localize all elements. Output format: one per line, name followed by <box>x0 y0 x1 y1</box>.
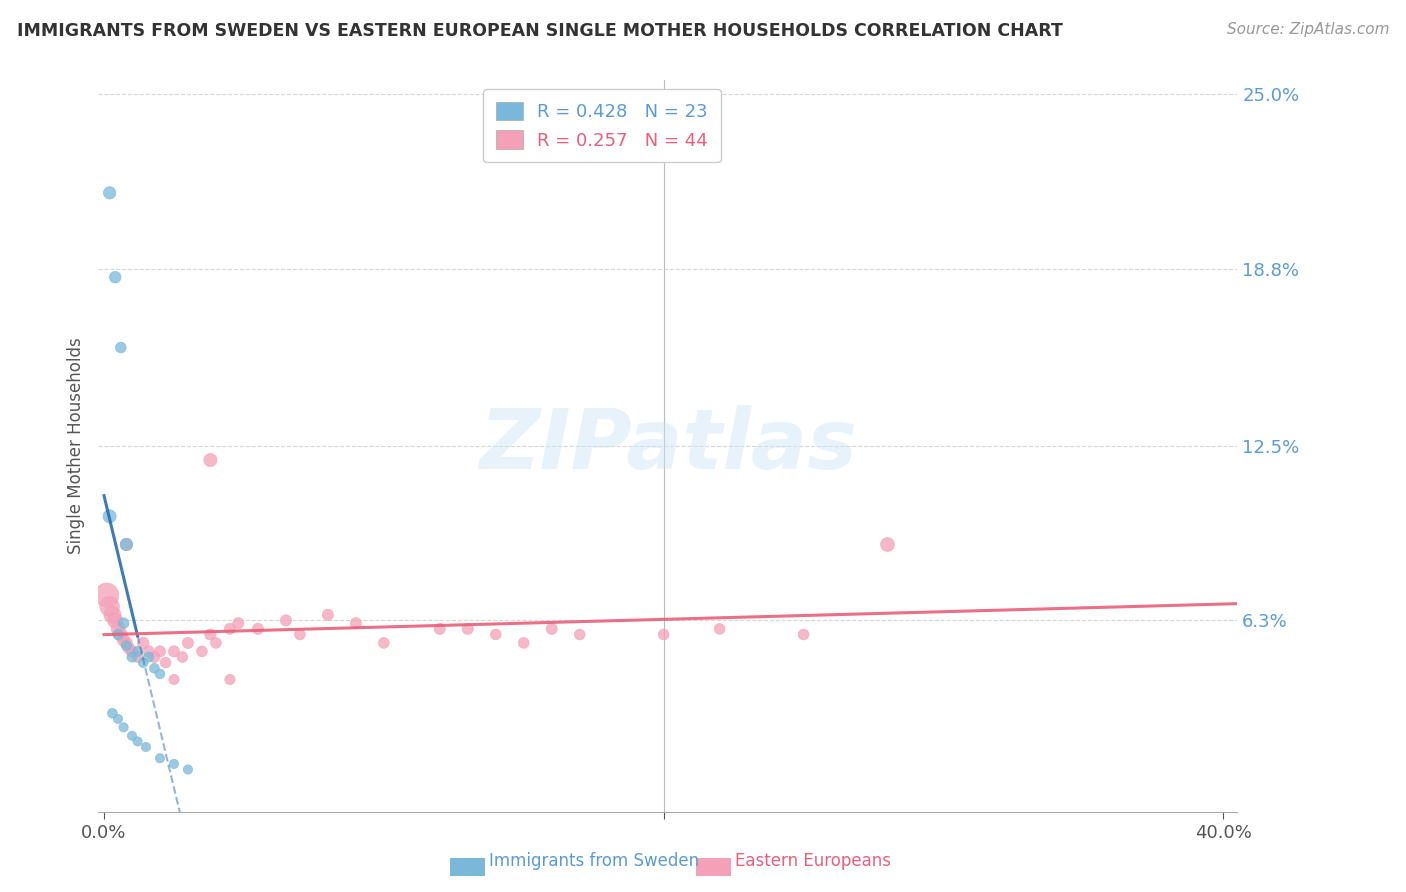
Point <box>121 729 143 743</box>
Y-axis label: Single Mother Households: Single Mother Households <box>66 338 84 554</box>
Point <box>316 607 339 622</box>
Point <box>112 720 135 734</box>
Point <box>485 627 508 641</box>
Text: Immigrants from Sweden: Immigrants from Sweden <box>489 852 699 870</box>
Point <box>373 636 395 650</box>
Point <box>112 616 135 631</box>
Point <box>110 341 132 355</box>
Point <box>155 656 177 670</box>
Point <box>344 616 367 631</box>
Point <box>200 627 222 641</box>
Point <box>274 614 297 628</box>
Point <box>138 644 160 658</box>
Text: Eastern Europeans: Eastern Europeans <box>735 852 891 870</box>
Point <box>104 614 127 628</box>
Point <box>205 636 228 650</box>
Point <box>101 607 124 622</box>
Point <box>127 650 149 665</box>
Point <box>98 186 121 200</box>
Point <box>98 509 121 524</box>
Point <box>107 622 129 636</box>
Point <box>177 763 200 777</box>
Point <box>709 622 731 636</box>
Point <box>132 656 155 670</box>
Point <box>876 537 898 551</box>
Point <box>163 756 186 771</box>
Point <box>107 627 129 641</box>
Point <box>101 706 124 721</box>
Text: ZIPatlas: ZIPatlas <box>479 406 856 486</box>
Point <box>793 627 815 641</box>
Point <box>110 627 132 641</box>
Point <box>143 650 166 665</box>
Point <box>177 636 200 650</box>
Point <box>228 616 250 631</box>
Point <box>149 751 172 765</box>
Point <box>127 644 149 658</box>
Point <box>163 644 186 658</box>
Point <box>121 650 143 665</box>
Point <box>219 673 242 687</box>
Point <box>115 636 138 650</box>
Text: IMMIGRANTS FROM SWEDEN VS EASTERN EUROPEAN SINGLE MOTHER HOUSEHOLDS CORRELATION : IMMIGRANTS FROM SWEDEN VS EASTERN EUROPE… <box>17 22 1063 40</box>
Point <box>127 734 149 748</box>
Legend: R = 0.428   N = 23, R = 0.257   N = 44: R = 0.428 N = 23, R = 0.257 N = 44 <box>484 89 721 162</box>
Point <box>288 627 311 641</box>
Point <box>107 712 129 726</box>
Point <box>540 622 562 636</box>
Point <box>115 537 138 551</box>
Point <box>163 673 186 687</box>
Point <box>104 270 127 285</box>
Point <box>172 650 194 665</box>
Point <box>112 633 135 648</box>
Point <box>121 644 143 658</box>
Point <box>96 588 118 602</box>
Point <box>652 627 675 641</box>
Point <box>429 622 451 636</box>
Point <box>115 537 138 551</box>
Point <box>149 644 172 658</box>
Point <box>219 622 242 636</box>
Point <box>118 641 141 656</box>
Point <box>138 650 160 665</box>
Point <box>115 639 138 653</box>
Point <box>568 627 591 641</box>
Point <box>457 622 479 636</box>
Point <box>200 453 222 467</box>
Point <box>132 636 155 650</box>
Point <box>149 666 172 681</box>
Point <box>246 622 269 636</box>
Point <box>143 661 166 675</box>
Point <box>513 636 536 650</box>
Point <box>191 644 214 658</box>
Point <box>135 739 157 754</box>
Point <box>98 599 121 614</box>
Text: Source: ZipAtlas.com: Source: ZipAtlas.com <box>1226 22 1389 37</box>
